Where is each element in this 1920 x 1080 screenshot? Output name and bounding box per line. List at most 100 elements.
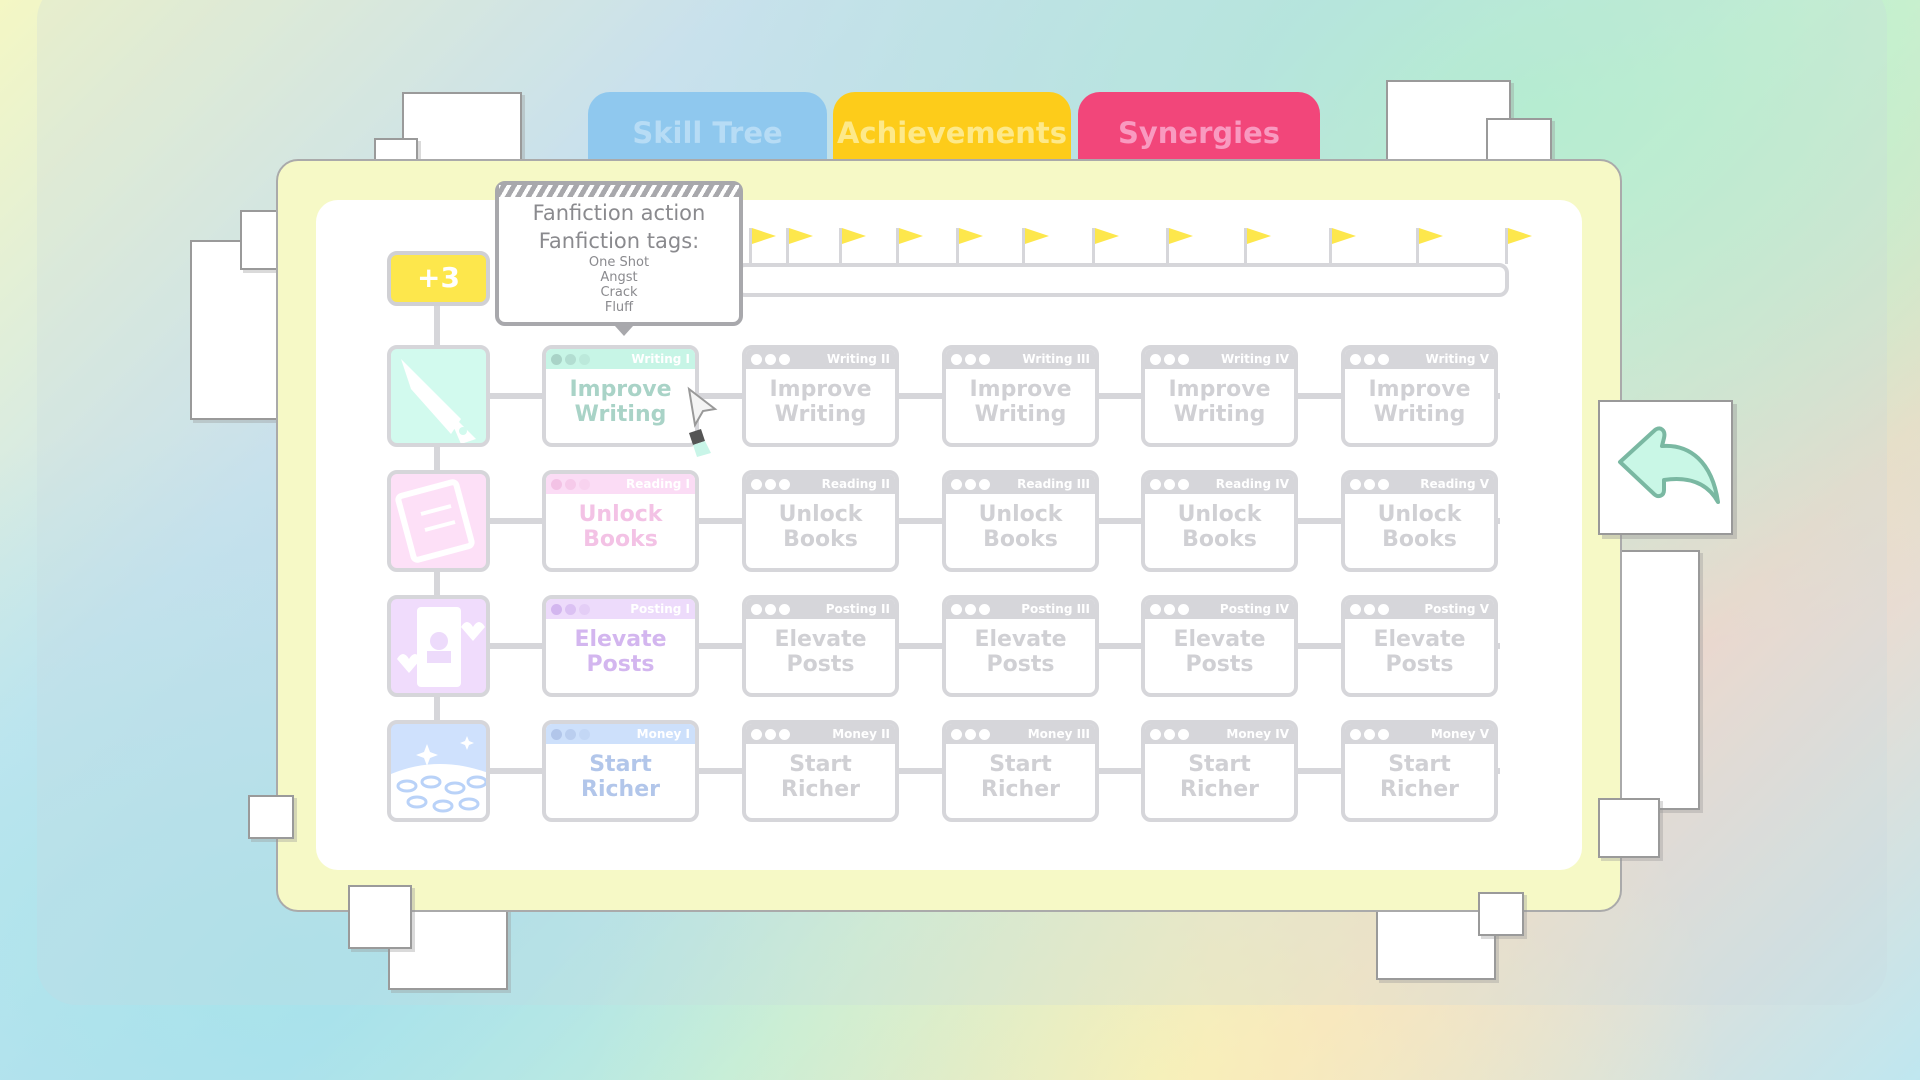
skill-card-posting-1[interactable]: Posting I Elevate Posts xyxy=(542,595,699,697)
back-button[interactable] xyxy=(1598,400,1733,535)
window-dots-icon xyxy=(951,600,993,619)
card-title-line: Start xyxy=(1388,752,1451,777)
cursor-icon xyxy=(687,386,718,457)
window-dots-icon xyxy=(951,475,993,494)
card-level: Money IV xyxy=(1226,727,1289,741)
card-header: Money V xyxy=(1345,724,1494,744)
tab-achievements[interactable]: Achievements xyxy=(833,92,1071,172)
card-title: Elevate Posts xyxy=(946,619,1095,677)
card-header: Money IV xyxy=(1145,724,1294,744)
card-title-line: Unlock xyxy=(1377,502,1462,527)
skill-points-badge: +3 xyxy=(387,251,490,306)
skill-card-money-3[interactable]: Money III Start Richer xyxy=(942,720,1099,822)
window-dots-icon xyxy=(751,475,793,494)
card-title-line: Start xyxy=(789,752,852,777)
window-dots-icon xyxy=(1350,725,1392,744)
card-title-line: Improve xyxy=(769,377,872,402)
card-level: Reading IV xyxy=(1215,477,1289,491)
skill-card-writing-3[interactable]: Writing III Improve Writing xyxy=(942,345,1099,447)
card-header: Posting III xyxy=(946,599,1095,619)
card-title-line: Elevate xyxy=(1373,627,1466,652)
window-dots-icon xyxy=(751,725,793,744)
milestone-flag-icon xyxy=(1329,228,1356,264)
milestone-flag-icon xyxy=(1505,228,1532,264)
skill-card-writing-1[interactable]: Writing I Improve Writing xyxy=(542,345,699,447)
skill-card-money-5[interactable]: Money V Start Richer xyxy=(1341,720,1498,822)
window-dots-icon xyxy=(751,600,793,619)
card-title-line: Unlock xyxy=(978,502,1063,527)
skill-card-writing-5[interactable]: Writing V Improve Writing xyxy=(1341,345,1498,447)
card-level: Posting I xyxy=(630,602,690,616)
skill-card-reading-4[interactable]: Reading IV Unlock Books xyxy=(1141,470,1298,572)
card-title-line: Unlock xyxy=(778,502,863,527)
milestone-flag-icon xyxy=(839,228,866,264)
card-title: Improve Writing xyxy=(1145,369,1294,427)
card-level: Posting V xyxy=(1424,602,1489,616)
card-title: Start Richer xyxy=(546,744,695,802)
card-level: Writing IV xyxy=(1221,352,1289,366)
tooltip-header-stripe xyxy=(499,185,739,197)
card-level: Posting III xyxy=(1021,602,1090,616)
card-title-line: Writing xyxy=(774,402,867,427)
card-level: Writing V xyxy=(1425,352,1489,366)
tab-skill-tree[interactable]: Skill Tree xyxy=(588,92,827,172)
card-title-line: Writing xyxy=(1173,402,1266,427)
milestone-flag-icon xyxy=(956,228,983,264)
skill-card-reading-3[interactable]: Reading III Unlock Books xyxy=(942,470,1099,572)
card-title-line: Improve xyxy=(1368,377,1471,402)
skill-card-writing-2[interactable]: Writing II Improve Writing xyxy=(742,345,899,447)
skill-card-money-2[interactable]: Money II Start Richer xyxy=(742,720,899,822)
card-level: Reading V xyxy=(1420,477,1489,491)
skill-card-posting-3[interactable]: Posting III Elevate Posts xyxy=(942,595,1099,697)
skill-card-money-4[interactable]: Money IV Start Richer xyxy=(1141,720,1298,822)
card-title-line: Start xyxy=(1188,752,1251,777)
decor-square xyxy=(248,795,294,839)
skill-card-posting-4[interactable]: Posting IV Elevate Posts xyxy=(1141,595,1298,697)
phone-post-icon xyxy=(397,607,485,687)
window-dots-icon xyxy=(1350,475,1392,494)
tab-synergies[interactable]: Synergies xyxy=(1078,92,1320,172)
card-title-line: Elevate xyxy=(974,627,1067,652)
milestone-flag-icon xyxy=(786,228,813,264)
milestone-flag-icon xyxy=(1244,228,1271,264)
tooltip-subtitle: Fanfiction tags: xyxy=(538,229,700,253)
card-title-line: Posts xyxy=(586,652,655,677)
window-dots-icon xyxy=(1150,725,1192,744)
card-title: Unlock Books xyxy=(746,494,895,552)
tooltip-tag: Crack xyxy=(600,285,638,300)
card-header: Posting V xyxy=(1345,599,1494,619)
card-title: Improve Writing xyxy=(1345,369,1494,427)
skill-card-posting-2[interactable]: Posting II Elevate Posts xyxy=(742,595,899,697)
card-level: Posting II xyxy=(825,602,890,616)
card-title-line: Books xyxy=(783,527,858,552)
card-title-line: Start xyxy=(989,752,1052,777)
card-header: Writing I xyxy=(546,349,695,369)
card-title-line: Improve xyxy=(969,377,1072,402)
tooltip-tag: One Shot xyxy=(588,255,650,270)
decor-square xyxy=(1598,798,1660,858)
card-header: Writing IV xyxy=(1145,349,1294,369)
category-reading xyxy=(387,470,490,572)
card-title: Elevate Posts xyxy=(746,619,895,677)
card-header: Money I xyxy=(546,724,695,744)
card-title-line: Elevate xyxy=(774,627,867,652)
skill-card-reading-1[interactable]: Reading I Unlock Books xyxy=(542,470,699,572)
card-header: Reading V xyxy=(1345,474,1494,494)
card-title-line: Improve xyxy=(1168,377,1271,402)
skill-card-reading-5[interactable]: Reading V Unlock Books xyxy=(1341,470,1498,572)
skill-card-reading-2[interactable]: Reading II Unlock Books xyxy=(742,470,899,572)
card-title: Elevate Posts xyxy=(1345,619,1494,677)
card-title-line: Posts xyxy=(986,652,1055,677)
skill-card-posting-5[interactable]: Posting V Elevate Posts xyxy=(1341,595,1498,697)
window-dots-icon xyxy=(1150,600,1192,619)
card-title-line: Books xyxy=(1382,527,1457,552)
skill-card-writing-4[interactable]: Writing IV Improve Writing xyxy=(1141,345,1298,447)
card-level: Reading II xyxy=(821,477,890,491)
skill-card-money-1[interactable]: Money I Start Richer xyxy=(542,720,699,822)
card-level: Writing II xyxy=(826,352,890,366)
card-level: Writing III xyxy=(1022,352,1090,366)
card-header: Money III xyxy=(946,724,1095,744)
card-title-line: Books xyxy=(1182,527,1257,552)
milestone-flag-icon xyxy=(1092,228,1119,264)
milestone-flag-icon xyxy=(1416,228,1443,264)
